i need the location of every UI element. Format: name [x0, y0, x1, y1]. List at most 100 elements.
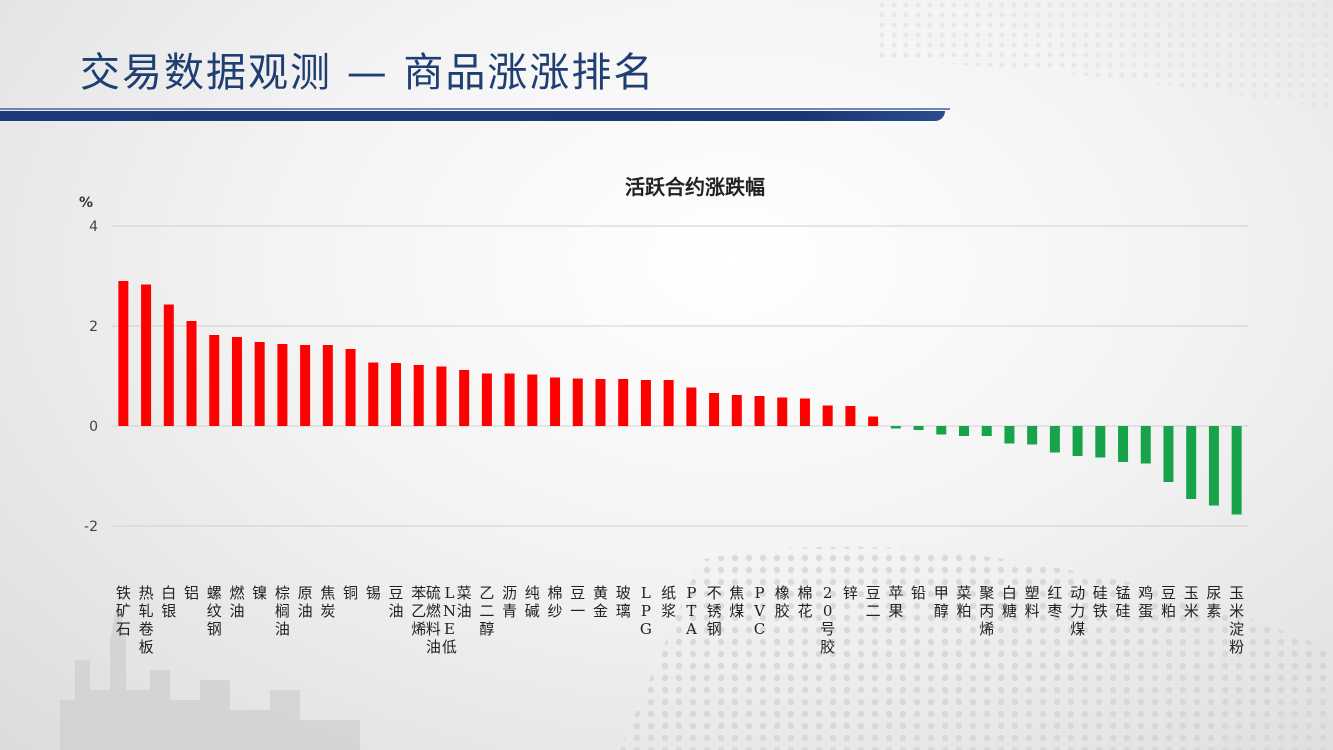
bar	[1118, 426, 1129, 462]
bar	[459, 370, 470, 426]
bar	[277, 344, 288, 426]
bars	[118, 281, 1242, 515]
x-category-label: 豆一	[570, 584, 585, 620]
bar	[777, 397, 788, 426]
x-category-label: 棉纱	[548, 584, 563, 620]
x-category-label: 铅	[911, 584, 926, 602]
x-category-label: 热轧卷板	[139, 584, 154, 656]
x-category-label: 镍	[252, 584, 267, 602]
x-category-label: 沥青	[502, 584, 517, 620]
bar	[663, 380, 674, 426]
x-category-label: 纸浆	[661, 584, 676, 620]
slide-title: 交易数据观测 — 商品涨涨排名	[80, 50, 656, 96]
y-tick-label: 4	[89, 219, 98, 235]
x-category-label: 苯乙烯	[411, 584, 426, 638]
x-category-label: 橡胶	[775, 584, 790, 620]
title-underline-bar	[0, 111, 945, 121]
x-category-label: 白银	[161, 584, 176, 620]
x-category-label: 红枣	[1047, 584, 1062, 620]
x-category-label: 乙二醇	[479, 584, 494, 638]
bar	[436, 366, 447, 426]
x-category-label: 铁矿石	[116, 584, 131, 638]
x-category-label: 尿素	[1206, 584, 1221, 620]
bar	[1049, 426, 1060, 453]
bar	[527, 374, 538, 426]
x-category-label: 苹果	[888, 584, 903, 620]
x-category-label: 燃油	[229, 584, 244, 620]
bar	[618, 379, 629, 426]
bar	[799, 398, 810, 426]
bar	[936, 426, 947, 435]
bar	[368, 362, 379, 426]
y-axis-ticks: -2 0 2 4	[84, 219, 98, 535]
bar	[186, 321, 197, 426]
x-category-label: 豆油	[388, 584, 403, 620]
x-category-label: 铜	[343, 584, 358, 602]
x-category-label: 锌	[843, 584, 858, 602]
bar	[890, 426, 901, 429]
x-category-label: 焦煤	[729, 584, 744, 620]
x-category-label: 鸡蛋	[1138, 584, 1153, 620]
chart-title: 活跃合约涨跌幅	[625, 175, 765, 199]
x-category-label: 豆粕	[1161, 584, 1176, 620]
bar	[572, 378, 583, 426]
x-category-label: 锰硅	[1116, 584, 1131, 620]
bar	[959, 426, 969, 436]
bar	[754, 396, 765, 426]
bar	[413, 365, 424, 426]
y-axis-unit-label: %	[79, 195, 93, 211]
title-underline-thin	[0, 108, 950, 110]
bar	[981, 426, 992, 436]
bar	[481, 373, 492, 426]
x-category-label: 棕榈油	[275, 584, 290, 638]
bar	[1095, 426, 1106, 458]
bar	[1140, 426, 1151, 464]
x-category-label: 甲醇	[934, 584, 949, 620]
y-tick-label: 2	[89, 319, 98, 335]
x-category-label: 棉花	[797, 584, 812, 620]
x-category-label: 玉米	[1184, 584, 1199, 620]
bar	[640, 380, 651, 426]
bar	[141, 284, 152, 426]
bar	[913, 426, 924, 430]
x-category-label: 菜粕	[956, 584, 971, 620]
x-category-label: 铝	[184, 584, 199, 602]
bar	[709, 393, 720, 426]
x-category-label: 硅铁	[1093, 584, 1108, 620]
x-category-label: L N E 低硫燃料油	[426, 584, 457, 656]
bar	[322, 345, 333, 426]
bar	[118, 281, 129, 426]
x-category-label: 玻璃	[616, 584, 631, 620]
x-category-label: 焦炭	[320, 584, 335, 620]
x-category-label: 原油	[298, 584, 313, 620]
y-tick-label: -2	[84, 519, 98, 535]
bar	[345, 349, 356, 426]
x-axis-labels: 铁矿石热轧卷板白银铝 螺纹钢燃油镍 棕榈油原油焦炭铜锡豆油苯乙烯L N E 低硫燃料油菜油…	[116, 584, 1244, 656]
bar	[1004, 426, 1015, 444]
bar	[845, 406, 856, 426]
x-category-label: 豆二	[866, 584, 881, 620]
x-category-label: 黄金	[593, 584, 608, 620]
bar	[209, 335, 220, 426]
x-category-label: 动力煤	[1070, 584, 1085, 638]
bar	[868, 416, 879, 426]
bar	[686, 387, 697, 426]
bar	[1027, 426, 1038, 445]
x-category-label: 菜油	[457, 584, 472, 620]
x-category-label: 塑料	[1025, 584, 1040, 620]
x-category-label: 锡	[366, 584, 381, 602]
bar	[1163, 426, 1174, 482]
bar	[231, 337, 242, 426]
x-category-label: 玉米淀粉	[1229, 584, 1244, 656]
x-category-label: 螺纹钢	[207, 584, 222, 638]
bar	[822, 405, 833, 426]
bar	[550, 377, 561, 426]
bar	[1072, 426, 1083, 456]
bar	[1208, 426, 1219, 506]
x-category-label: 白糖	[1002, 584, 1017, 620]
bar	[300, 345, 311, 426]
x-category-label: 纯碱	[525, 584, 540, 620]
